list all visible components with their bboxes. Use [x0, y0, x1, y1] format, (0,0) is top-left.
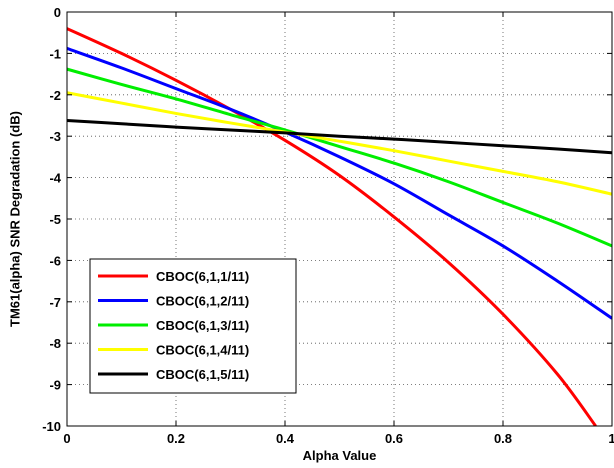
x-axis-label: Alpha Value	[303, 448, 377, 463]
legend: CBOC(6,1,1/11) CBOC(6,1,2/11) CBOC(6,1,3/1…	[89, 258, 297, 394]
x-tick-label: 0.8	[494, 431, 512, 446]
y-tick-label: -2	[49, 88, 61, 103]
y-tick-label: -10	[42, 419, 61, 434]
series-line-4	[67, 91, 612, 196]
x-tick-label: 0.6	[385, 431, 403, 446]
series-line-2	[67, 47, 612, 320]
y-tick-label: -6	[49, 253, 61, 268]
series-line-5	[67, 118, 612, 155]
legend-label: CBOC(6,1,4/11)	[156, 343, 249, 358]
x-tick-label: 0.4	[276, 431, 295, 446]
y-tick-label: -3	[49, 129, 61, 144]
series-layer	[67, 27, 612, 426]
y-tick-label: -7	[49, 295, 61, 310]
y-tick-label: -4	[49, 171, 61, 186]
y-tick-label: 0	[54, 5, 61, 20]
legend-label: CBOC(6,1,3/11)	[156, 318, 249, 333]
series-line-1	[67, 27, 597, 426]
y-tick-label: -1	[49, 46, 61, 61]
y-tick-label: -5	[49, 212, 61, 227]
ticks: 0 0.2 0.4 0.6 0.8 1 0 -1 -2 -3 -4 -5 -6 -7 -8 -9 -10	[42, 5, 614, 446]
x-tick-label: 0	[63, 431, 70, 446]
legend-label: CBOC(6,1,1/11)	[156, 269, 249, 284]
y-axis-label: TM61(alpha) SNR Degradation (dB)	[7, 111, 22, 327]
legend-label: CBOC(6,1,2/11)	[156, 294, 249, 309]
x-tick-label: 0.2	[167, 431, 185, 446]
y-tick-label: -9	[49, 378, 61, 393]
series-line-3	[67, 67, 612, 248]
legend-label: CBOC(6,1,5/11)	[156, 367, 249, 382]
y-tick-label: -8	[49, 336, 61, 351]
x-tick-label: 1	[608, 431, 614, 446]
series-group	[67, 27, 612, 426]
